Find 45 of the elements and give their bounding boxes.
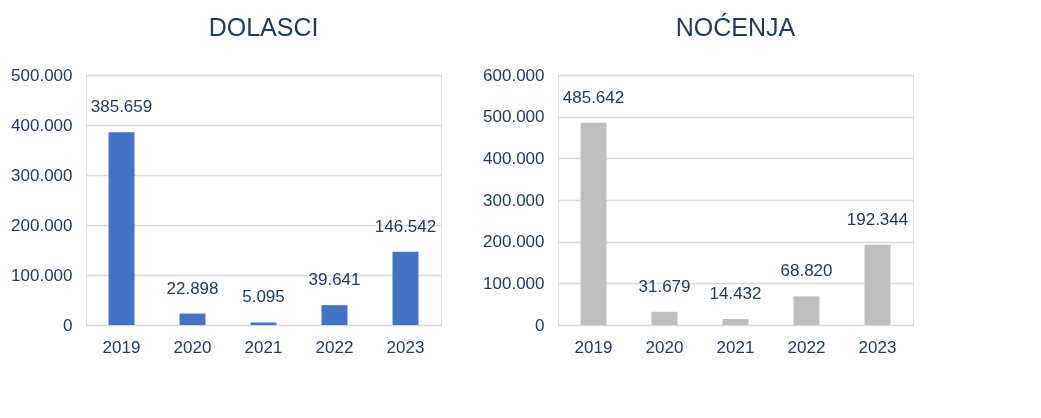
bar (793, 296, 820, 325)
data-label: 146.542 (374, 216, 437, 236)
x-tick-label: 2022 (787, 337, 826, 357)
data-label: 192.344 (846, 209, 909, 229)
data-label: 14.432 (709, 283, 762, 303)
bar (250, 322, 277, 325)
y-tick-label: 400.000 (483, 148, 545, 168)
y-tick-label: 100.000 (483, 273, 545, 293)
y-tick-label: 500.000 (483, 107, 545, 127)
y-tick-label: 100.000 (11, 265, 73, 285)
x-tick-label: 2020 (645, 337, 684, 357)
bar (108, 132, 135, 325)
data-label: 5.095 (242, 287, 285, 307)
y-tick-label: 0 (535, 315, 545, 335)
x-tick-label: 2020 (173, 337, 212, 357)
x-tick-label: 2023 (858, 337, 897, 357)
chart-title: DOLASCI (208, 13, 319, 41)
data-label: 385.659 (90, 97, 153, 117)
x-tick-label: 2023 (386, 337, 425, 357)
y-tick-label: 400.000 (11, 115, 73, 135)
x-tick-label: 2021 (716, 337, 755, 357)
bar (722, 318, 749, 325)
x-tick-label: 2022 (315, 337, 354, 357)
x-tick-label: 2019 (102, 337, 141, 357)
y-tick-label: 300.000 (483, 190, 545, 210)
x-tick-label: 2019 (574, 337, 613, 357)
x-tick-label: 2021 (244, 337, 283, 357)
bar (580, 122, 607, 325)
data-label: 68.820 (780, 261, 833, 281)
bar (179, 313, 206, 325)
y-tick-label: 300.000 (11, 165, 73, 185)
data-label: 39.641 (308, 270, 361, 290)
y-tick-label: 500.000 (11, 65, 73, 85)
bar (321, 305, 348, 325)
data-label: 31.679 (638, 276, 691, 296)
y-tick-label: 200.000 (483, 232, 545, 252)
data-label: 22.898 (166, 278, 219, 298)
y-tick-label: 0 (63, 315, 73, 335)
bar (651, 311, 678, 325)
data-label: 485.642 (562, 87, 625, 107)
y-tick-label: 600.000 (483, 65, 545, 85)
bar (864, 244, 891, 325)
bar (392, 251, 419, 325)
chart-title: NOĆENJA (675, 13, 796, 41)
y-tick-label: 200.000 (11, 215, 73, 235)
